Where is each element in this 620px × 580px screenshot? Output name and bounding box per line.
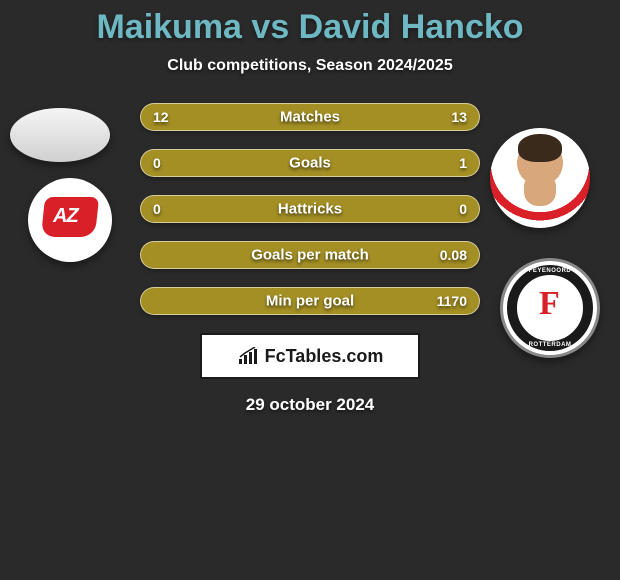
stat-row: 12 Matches 13 <box>140 103 480 131</box>
stat-row: Min per goal 1170 <box>140 287 480 315</box>
stat-row: Goals per match 0.08 <box>140 241 480 269</box>
stat-label: Goals per match <box>251 247 369 264</box>
stat-right-value: 13 <box>451 109 467 125</box>
stat-row: 0 Goals 1 <box>140 149 480 177</box>
stat-left-value: 12 <box>153 109 169 125</box>
stat-right-value: 1 <box>459 155 467 171</box>
stat-label: Hattricks <box>278 201 342 218</box>
brand-box[interactable]: FcTables.com <box>200 333 420 379</box>
chart-icon <box>237 347 259 365</box>
stat-label: Matches <box>280 109 340 126</box>
page-title: Maikuma vs David Hancko <box>0 0 620 47</box>
stat-label: Min per goal <box>266 293 354 310</box>
stat-left-value: 0 <box>153 155 161 171</box>
stat-right-value: 0 <box>459 201 467 217</box>
stat-right-value: 0.08 <box>440 247 467 263</box>
stat-label: Goals <box>289 155 331 172</box>
brand-label: FcTables.com <box>265 346 384 367</box>
stat-left-value: 0 <box>153 201 161 217</box>
subtitle: Club competitions, Season 2024/2025 <box>0 57 620 75</box>
date-label: 29 october 2024 <box>0 395 620 415</box>
stat-row: 0 Hattricks 0 <box>140 195 480 223</box>
stat-right-value: 1170 <box>437 293 467 309</box>
stats-bars: 12 Matches 13 0 Goals 1 0 Hattricks 0 Go… <box>140 103 480 315</box>
